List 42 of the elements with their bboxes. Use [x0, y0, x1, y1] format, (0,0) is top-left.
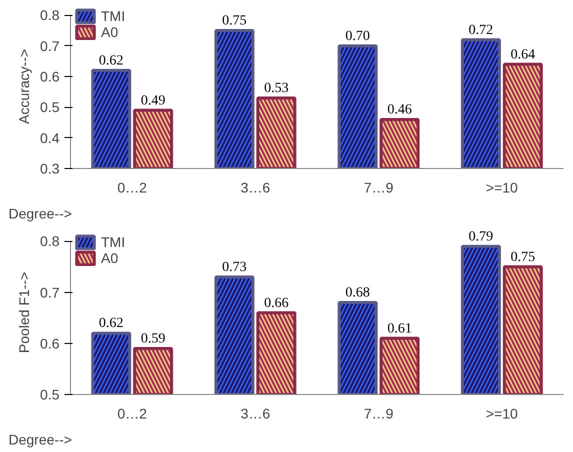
data-label: 0.46	[387, 102, 412, 118]
data-label: 0.59	[140, 332, 166, 347]
data-label: 0.61	[387, 321, 412, 336]
x-tick-label: 0…2	[117, 180, 148, 196]
y-tick-label: 0.5	[40, 99, 60, 116]
legend-label: A0	[101, 250, 120, 266]
data-label: 0.49	[140, 93, 166, 108]
x-axis-title: Degree-->	[8, 432, 72, 448]
x-tick-label: 0…2	[117, 406, 148, 422]
data-label: 0.75	[510, 250, 536, 265]
y-tick-label: 0.5	[40, 386, 60, 402]
data-label: 0.62	[98, 53, 124, 68]
y-tick-label: 0.7	[40, 38, 60, 54]
data-label: 0.79	[468, 229, 494, 244]
legend-label: A0	[101, 24, 120, 40]
x-tick-label: 7…9	[364, 180, 394, 196]
x-tick-label: 7…9	[364, 406, 394, 422]
data-label: 0.75	[222, 14, 247, 29]
y-tick-label: 0.8	[40, 233, 60, 250]
y-axis-title: Pooled F1-->	[16, 272, 32, 354]
data-label: 0.66	[264, 296, 289, 311]
y-tick-label: 0.3	[40, 160, 60, 176]
y-axis-title: Accuracy-->	[16, 48, 32, 124]
legend-label: TMI	[101, 234, 126, 250]
data-label: 0.64	[510, 47, 536, 62]
data-label: 0.70	[345, 28, 370, 44]
legend-label: TMI	[101, 8, 126, 24]
y-tick-label: 0.8	[40, 7, 60, 24]
y-tick-label: 0.4	[40, 130, 60, 146]
y-tick-label: 0.6	[40, 68, 60, 85]
data-label: 0.72	[468, 22, 494, 38]
data-label: 0.68	[345, 286, 370, 301]
data-label: 0.73	[222, 260, 247, 275]
data-label: 0.62	[98, 316, 124, 332]
data-label: 0.53	[264, 80, 289, 96]
x-tick-label: >=10	[486, 180, 518, 196]
x-tick-label: 3…6	[240, 406, 270, 422]
x-tick-label: >=10	[486, 406, 518, 422]
x-tick-label: 3…6	[240, 180, 270, 196]
y-tick-label: 0.7	[40, 284, 60, 300]
y-tick-label: 0.6	[40, 335, 60, 352]
x-axis-title: Degree-->	[8, 206, 72, 222]
